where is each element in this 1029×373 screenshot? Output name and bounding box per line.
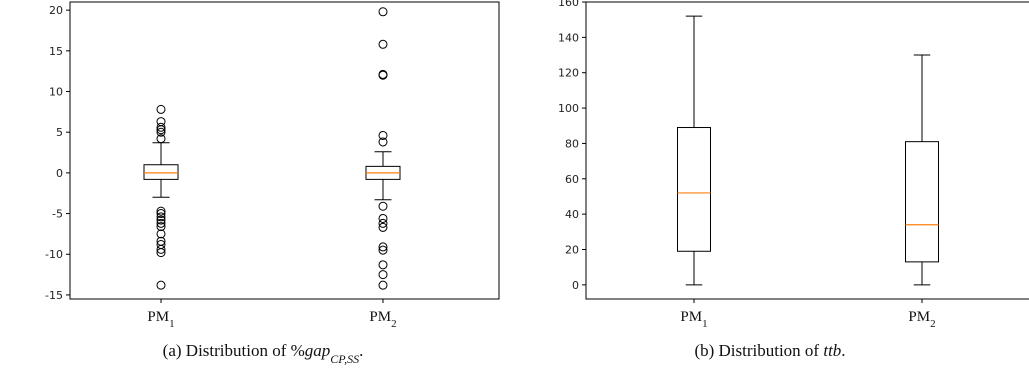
box-iqr <box>677 127 711 252</box>
y-tick-label: 20 <box>565 244 579 257</box>
box-2 <box>365 7 401 290</box>
outlier-point <box>156 229 166 239</box>
outlier-point <box>156 122 166 132</box>
outlier-point <box>156 209 166 219</box>
box-2 <box>905 54 939 286</box>
y-tick-label: 80 <box>565 137 579 150</box>
y-tick-label: 140 <box>558 31 579 44</box>
y-tick-label: 5 <box>56 126 63 139</box>
outlier-point <box>378 242 388 252</box>
chart-a: -15 -10 -5 0 5 10 15 20 PM1 PM2(a) Distribution o… <box>45 1 500 366</box>
y-tick-label: -5 <box>52 208 63 221</box>
outlier-point <box>156 280 166 290</box>
outlier-point <box>156 127 166 137</box>
chart-caption: (b) Distribution of ttb. <box>694 341 845 360</box>
outlier-point <box>156 218 166 228</box>
y-tick-label: 40 <box>565 208 579 221</box>
x-tick-label: PM2 <box>908 309 935 330</box>
y-tick-label: -10 <box>45 248 63 261</box>
axes-frame <box>69 1 500 300</box>
outlier-point <box>378 270 388 280</box>
y-tick-label: 120 <box>558 67 579 80</box>
outlier-point <box>378 137 388 147</box>
outlier-point <box>156 248 166 258</box>
outlier-point <box>378 218 388 228</box>
y-tick-label: 20 <box>49 4 63 17</box>
y-tick-label: 15 <box>49 45 63 58</box>
outlier-point <box>378 280 388 290</box>
outlier-point <box>156 222 166 232</box>
y-tick-label: 10 <box>49 86 63 99</box>
outlier-point <box>378 245 388 255</box>
outlier-point <box>156 125 166 135</box>
outlier-point <box>378 130 388 140</box>
outlier-point <box>378 39 388 49</box>
outlier-point <box>378 260 388 270</box>
box-iqr <box>143 164 179 180</box>
outlier-point <box>156 212 166 222</box>
box-1 <box>677 15 711 286</box>
outlier-point <box>378 7 388 17</box>
box-iqr <box>905 141 939 263</box>
axes-frame <box>585 1 1029 300</box>
chart-b: 0 20 40 60 80 100 120 140 160 PM1 PM2 (b) Distribut… <box>558 0 1029 360</box>
x-tick-label: PM2 <box>369 309 396 330</box>
outlier-point <box>156 134 166 144</box>
y-tick-label: 0 <box>572 279 579 292</box>
y-tick-label: 100 <box>558 102 579 115</box>
chart-caption: (a) Distribution of %gapCP,SS. <box>163 341 364 366</box>
y-tick-label: 160 <box>558 0 579 9</box>
y-tick-label: -15 <box>45 289 63 302</box>
outlier-point <box>156 244 166 254</box>
x-tick-label: PM1 <box>147 309 174 330</box>
box-1 <box>143 104 179 290</box>
outlier-point <box>378 201 388 211</box>
y-tick-label: 60 <box>565 173 579 186</box>
outlier-point <box>156 215 166 225</box>
outlier-point <box>156 104 166 114</box>
y-tick-label: 0 <box>56 167 63 180</box>
outlier-point <box>378 69 388 79</box>
x-tick-label: PM1 <box>680 309 707 330</box>
outlier-point <box>378 213 388 223</box>
outlier-point <box>378 222 388 232</box>
outlier-point <box>156 206 166 216</box>
